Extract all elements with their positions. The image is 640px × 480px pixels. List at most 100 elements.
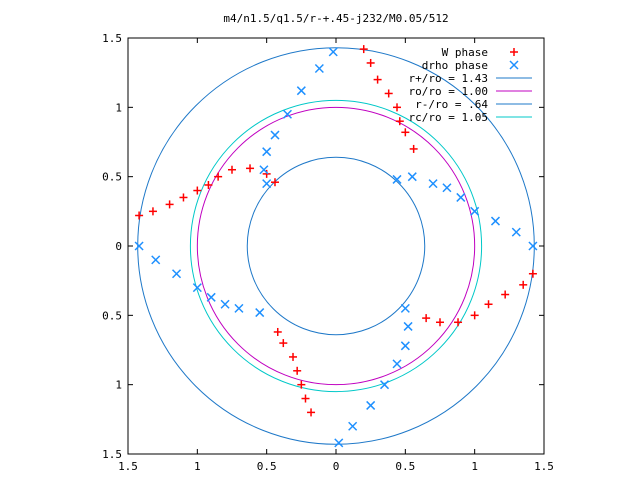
drho-phase-point [428,179,438,189]
drho-phase-point [262,147,272,157]
w-phase-point [519,280,528,289]
legend-label: r+/ro = 1.43 [409,72,488,85]
w-phase-point [297,380,306,389]
legend-swatch [509,60,519,70]
drho-phase-point [172,269,182,279]
w-phase-point [501,290,510,299]
radius-circles [137,47,535,445]
w-phase-point [401,128,410,137]
w-phase-point [289,352,298,361]
w-phase-point [454,318,463,327]
w-phase-point [528,269,537,278]
w-phase-point [204,180,213,189]
drho-phase-point [442,183,452,193]
drho-phase-point [490,216,500,226]
data-points [134,45,538,448]
legend-label: r-/ro = .64 [415,98,488,111]
w-phase-point [179,193,188,202]
drho-phase-point [366,400,376,410]
chart-title: m4/n1.5/q1.5/r-+.45-j232/M0.05/512 [223,12,448,25]
circle-r-1-05 [189,99,483,393]
y-tick-label: 0.5 [102,309,122,322]
w-phase-point [270,178,279,187]
w-phase-point [193,186,202,195]
drho-phase-point [392,174,402,184]
x-tick-label: 0 [333,460,340,473]
x-tick-label: 0.5 [257,460,277,473]
w-phase-point [214,172,223,181]
drho-phase-point [234,303,244,313]
y-tick-label: 0.5 [102,171,122,184]
y-axis-ticks: 1.5 1 0.5 0 0.5 1 1.5 [102,32,544,461]
w-phase-point [246,164,255,173]
w-phase-point [373,75,382,84]
y-tick-label: 1.5 [102,32,122,45]
w-phase-point [279,339,288,348]
w-phase-point [301,394,310,403]
w-phase-point [165,200,174,209]
drho-phase-point [400,303,410,313]
w-phase-point [228,165,236,174]
drho-phase-point [511,227,521,237]
drho-phase-point [270,130,280,140]
drho-phase-point [470,206,480,216]
w-phase-point [470,311,479,320]
w-phase-point [436,318,444,327]
drho-phase-point [220,299,230,309]
drho-phase-point [400,341,410,351]
legend-label: rc/ro = 1.05 [409,111,488,124]
drho-phase-point [255,308,265,318]
drho-phase-point [262,179,272,189]
w-phase-point [293,366,302,375]
drho-phase-point [407,172,417,182]
w-phase-point [262,169,271,178]
x-tick-label: 1 [471,460,478,473]
y-tick-label: 1.5 [102,448,122,461]
x-tick-label: 1.5 [118,460,138,473]
drho-phase-point [192,283,202,293]
drho-phase-point [282,109,292,119]
drho-phase-point [206,292,216,302]
y-tick-label: 1 [115,379,122,392]
w-phase-point [366,58,375,67]
drho-phase-point [456,192,466,202]
w-phase-point [395,117,404,126]
legend-swatch [510,48,518,56]
w-phase-point [359,45,368,54]
drho-phase-point [314,63,324,74]
circle-r-1 [196,106,476,386]
w-phase-point [384,89,393,98]
w-phase-point [484,300,493,309]
x-axis-ticks: 1.5 1 0.5 0 0.5 1 1.5 [118,38,554,473]
drho-phase-point [151,255,161,265]
drho-phase-point [334,438,344,448]
drho-phase-point [380,380,390,390]
x-tick-label: 1.5 [534,460,554,473]
w-phase-point [393,103,402,112]
drho-phase-point [403,321,413,331]
y-tick-label: 1 [115,101,122,114]
drho-phase-point [296,86,306,96]
drho-phase-point [348,421,358,431]
legend-label: W phase [442,46,488,59]
w-phase-point [422,314,431,323]
w-phase-point [135,211,144,220]
legend-label: drho phase [422,59,488,72]
drho-phase-point [328,47,338,57]
w-phase-point [307,408,316,417]
drho-phase-point [259,165,269,175]
x-tick-label: 0.5 [395,460,415,473]
w-phase-point [273,327,282,336]
legend-label: ro/ro = 1.00 [409,85,488,98]
circle-r-1-43 [137,47,535,445]
y-tick-label: 0 [115,240,122,253]
w-phase-point [409,144,418,153]
circle-r-0-64 [246,156,426,336]
drho-phase-point [392,359,402,369]
x-tick-label: 1 [194,460,201,473]
drho-phase-point [134,241,144,251]
drho-phase-point [528,241,538,251]
w-phase-point [148,207,157,216]
